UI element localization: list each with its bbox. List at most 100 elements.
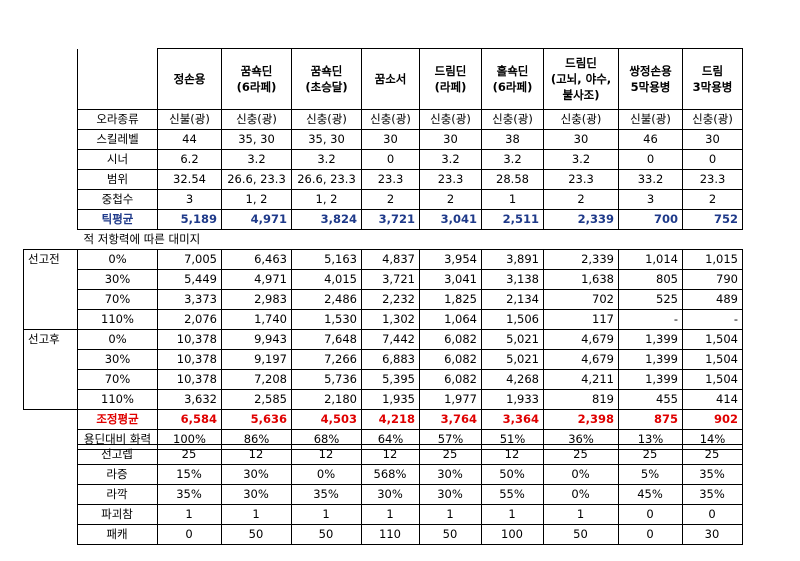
cell-value: 752 [682,209,743,230]
cell-value: 110 [360,524,420,545]
cell-value: 신불(광) [618,109,683,130]
cell-value: 700 [618,209,683,230]
cell-value: 3,721 [361,269,420,290]
cell-value: 414 [682,389,743,410]
cell-value: 1,504 [682,369,743,390]
cell-value: 702 [543,289,619,310]
cell-value: 26.6, 23.3 [221,169,292,190]
cell-value: 3,041 [419,209,482,230]
cell-value: 9,943 [221,329,292,350]
cell-value: 33.2 [618,169,683,190]
cell-value: 1,825 [419,289,482,310]
cell-value: 2,585 [221,389,292,410]
row-label: 110% [77,309,158,330]
cell-value: 2 [682,189,743,210]
cell-value: 25 [681,444,743,465]
table-row: 70% 3,373 2,983 2,486 2,232 1,825 2,134 702 525 4… [24,289,743,310]
cell-value: 3 [618,189,683,210]
row-label: 중첩수 [77,189,158,210]
table-row: 110% 2,076 1,740 1,530 1,302 1,064 1,506 117- - [24,309,743,330]
cell-value: 46 [618,129,683,150]
cell-value: 3.2 [221,149,292,170]
blank-cell [24,130,78,150]
row-label: 스킬레벨 [77,129,158,150]
row-label: 선고렙 [76,444,158,465]
cell-value: - [618,309,683,330]
cell-value: 28.58 [481,169,544,190]
cell-value: 10,378 [157,349,222,370]
cell-value: 1, 2 [291,189,362,210]
cell-value: 23.3 [419,169,482,190]
cell-value: 23.3 [682,169,743,190]
cell-value: 0% [290,464,362,485]
blank-cell [24,190,78,210]
cell-value: 2 [361,189,420,210]
resistance-note: 적 저항력에 따른 대미지 [83,232,201,246]
cell-value: 1 [220,504,292,525]
cell-value: 35, 30 [221,129,292,150]
cell-value: 30 [419,129,482,150]
cell-value: 6,082 [419,329,482,350]
table-row: 라증 15% 30% 0% 568% 30% 50% 0% 5% 35% [23,464,743,485]
cell-value: 2,232 [361,289,420,310]
cell-value: 0 [681,504,743,525]
cell-value: 2 [419,189,482,210]
cell-value: 117 [543,309,619,330]
cell-value: 신충(광) [682,109,743,130]
blank-cell [24,170,78,190]
cell-value: 35% [156,484,222,505]
group-label-after: 선고후 [23,329,78,410]
cell-value: 0 [617,524,683,545]
row-label: 30% [77,349,158,370]
column-header: 드림딘 (라페) [419,48,482,110]
cell-value: 902 [682,409,743,430]
table-row: 패캐 0 50 50 110 50 100 50 0 30 [23,524,743,545]
table-row: 라깍 35% 30% 35% 30% 30% 55% 0% 45% 35% [23,484,743,505]
cell-value: 30% [418,464,482,485]
table-row: 30% 5,449 4,971 4,015 3,721 3,041 3,138 1,638 80… [24,269,743,290]
row-label: 0% [77,329,158,350]
cell-value: 1,399 [618,369,683,390]
column-header: 드림딘 (고뇌, 야수, 불사조) [543,48,619,110]
blank-cell [24,410,78,430]
cell-value: 4,971 [221,269,292,290]
row-label: 110% [77,389,158,410]
cell-value: 35% [681,484,743,505]
cell-value: 1,015 [682,249,743,270]
blank-cell [24,230,78,250]
cell-value: 2,134 [481,289,544,310]
cell-value: 25 [156,444,222,465]
cell-value: 1,638 [543,269,619,290]
cell-value: 790 [682,269,743,290]
cell-value: 3,764 [419,409,482,430]
cell-value: 1,933 [481,389,544,410]
cell-value: 6,082 [419,349,482,370]
cell-value: 1 [480,504,544,525]
table-row: 110% 3,632 2,585 2,180 1,935 1,977 1,933 819 455… [24,389,743,410]
cell-value: 25 [542,444,619,465]
cell-value: 3,373 [157,289,222,310]
header-row: 정손용 꿈쇽딘 (6라페) 꿈쇽딘 (초승달) 꿈소서 드림딘 (라페) 홀쇽딘 (6라페) 드림딘… [24,48,743,110]
cell-value: 4,211 [543,369,619,390]
cell-value: 0 [156,524,222,545]
column-header: 꿈쇽딘 (초승달) [291,48,362,110]
cell-value: 신충(광) [419,109,482,130]
cell-value: 875 [618,409,683,430]
row-label: 틱평균 [77,209,158,230]
cell-value: 5% [617,464,683,485]
table-row: 틱평균 5,189 4,971 3,824 3,721 3,041 2,511 2,339 70… [24,209,743,230]
cell-value: 6,463 [221,249,292,270]
cell-value: 0 [618,149,683,170]
cell-value: 10,378 [157,369,222,390]
cell-value: 3.2 [291,149,362,170]
column-header: 드림 3막용병 [682,48,743,110]
cell-value: 5,163 [291,249,362,270]
cell-value: 12 [290,444,362,465]
cell-value: 30% [220,484,292,505]
cell-value: 3 [157,189,222,210]
cell-value: - [682,309,743,330]
cell-value: 3,954 [419,249,482,270]
cell-value: 0 [617,504,683,525]
table-row: 30% 10,378 9,197 7,266 6,883 6,082 5,021 4,679 1… [24,349,743,370]
